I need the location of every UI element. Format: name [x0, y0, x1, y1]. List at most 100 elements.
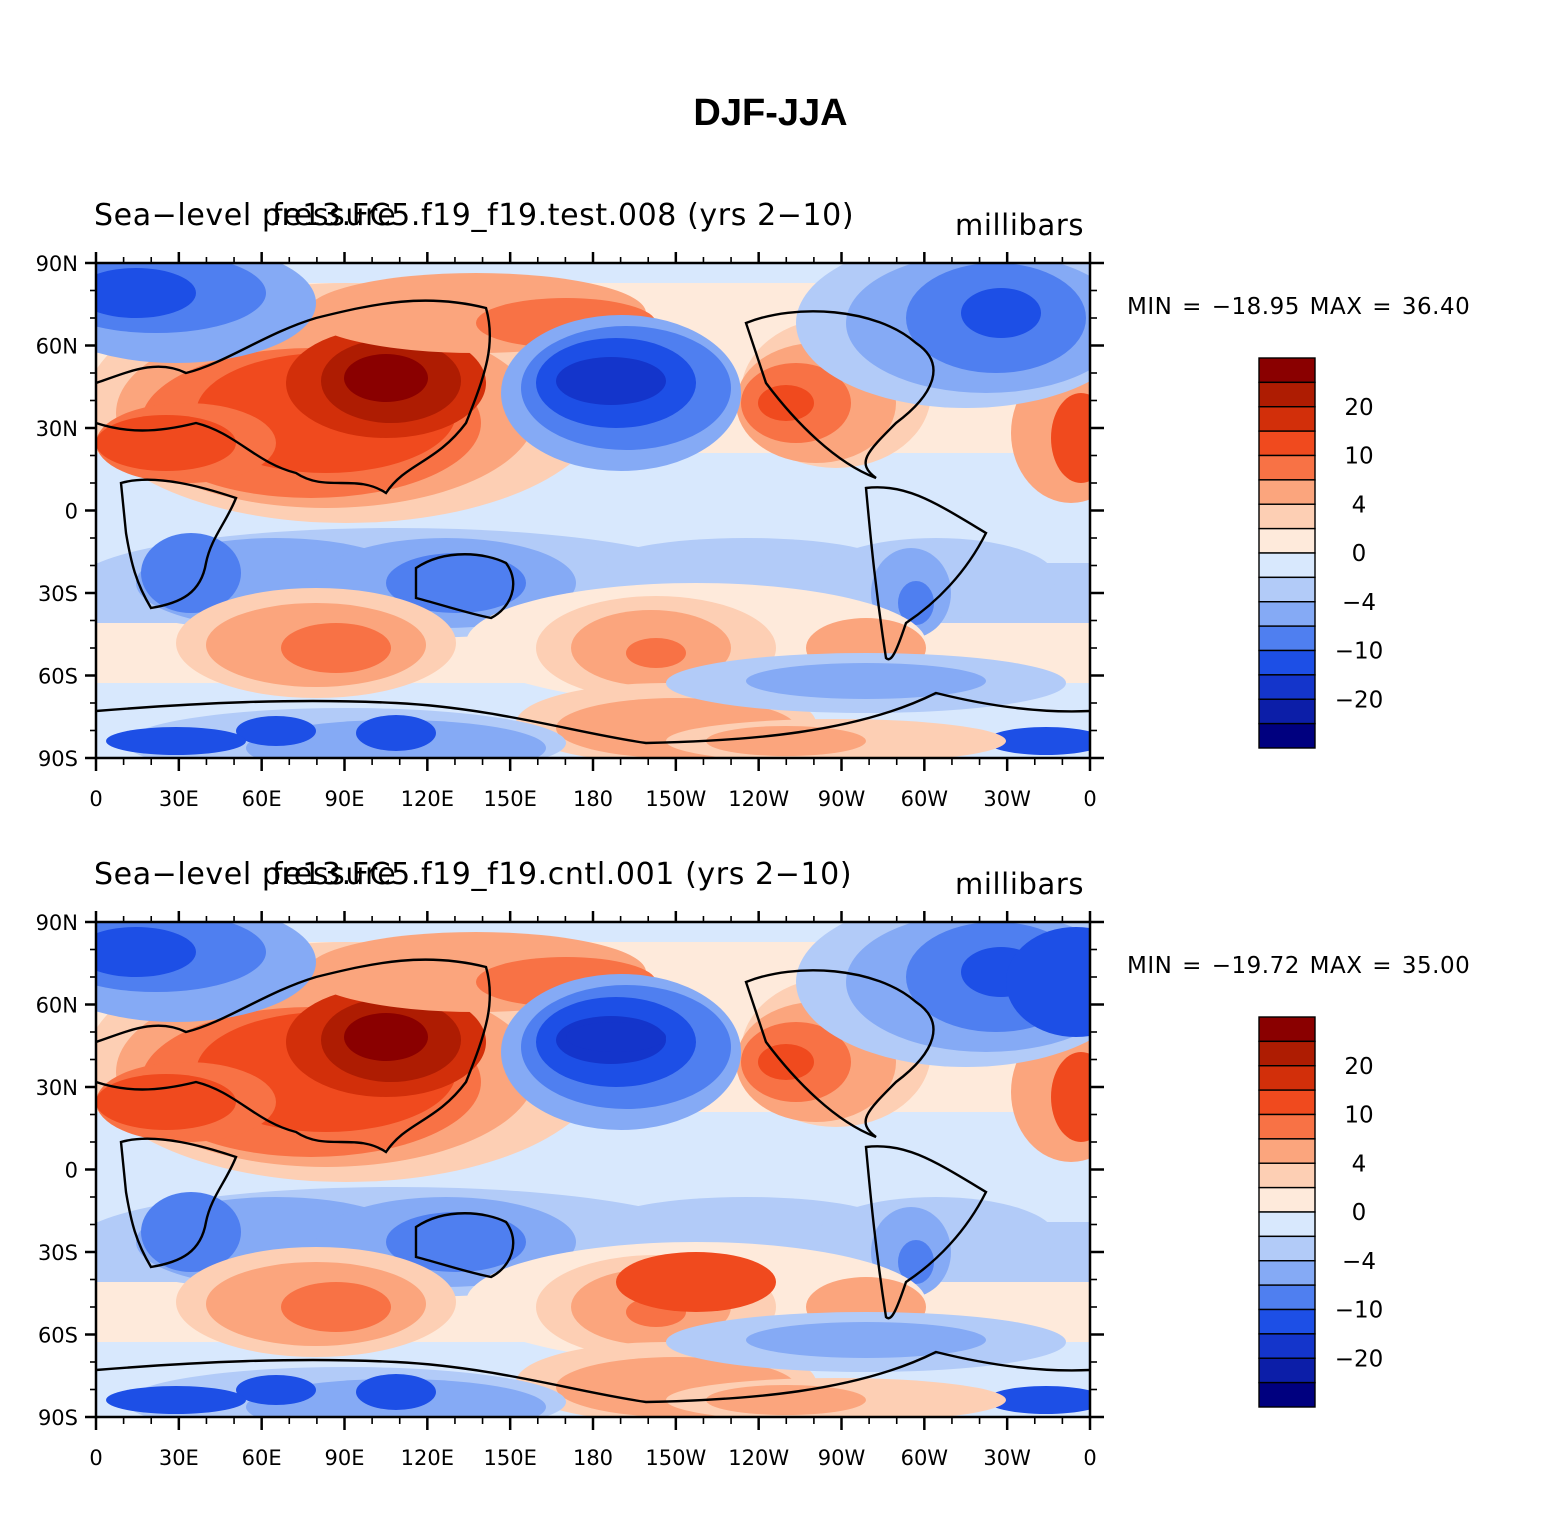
- colorbar-label: 10: [1344, 444, 1373, 470]
- contour-region: [96, 1074, 236, 1130]
- lat-tick-label: 30S: [38, 1241, 78, 1265]
- colorbar-box: [1258, 454, 1316, 481]
- lon-tick-label: 90W: [818, 787, 866, 811]
- colorbar-box: [1258, 552, 1316, 579]
- coastline: [96, 1350, 1090, 1404]
- contour-region: [986, 1386, 1090, 1414]
- contour-map: 90N 60N 30N 0 30S 60S 90S 0 30E 60E 90E 120E 150E 180…: [36, 252, 1384, 811]
- colorbar-box: [1258, 722, 1316, 749]
- colorbar-label: 4: [1352, 492, 1367, 518]
- coastline: [119, 478, 238, 610]
- contour-region: [556, 357, 666, 405]
- lon-tick-label: 60E: [242, 787, 282, 811]
- colorbar-box: [1258, 503, 1316, 530]
- colorbar-box: [1258, 1089, 1316, 1116]
- lat-tick-label: 0: [65, 500, 78, 524]
- lon-tick-label: 180: [573, 1446, 613, 1470]
- contour-region: [1051, 393, 1090, 483]
- lat-tick-label: 60N: [36, 335, 78, 359]
- lon-tick-label: 0: [1083, 1446, 1096, 1470]
- lon-tick-label: 30W: [983, 787, 1031, 811]
- lat-tick-label: 60S: [38, 665, 78, 689]
- contour-region: [356, 715, 436, 751]
- lat-tick-label: 60N: [36, 994, 78, 1018]
- contour-region: [706, 726, 866, 756]
- colorbar-box: [1258, 1162, 1316, 1189]
- panel-left-string: Sea−level pressure: [94, 198, 397, 233]
- contour-region: [236, 1375, 316, 1405]
- lon-tick-label: 30W: [983, 1446, 1031, 1470]
- colorbar-label: −4: [1342, 590, 1376, 616]
- colorbar-label: 20: [1344, 1054, 1373, 1080]
- colorbar-box: [1258, 1235, 1316, 1262]
- colorbar-label: −4: [1342, 1249, 1376, 1275]
- colorbar-box: [1258, 527, 1316, 554]
- coastline: [414, 1212, 515, 1279]
- contour-region: [386, 1212, 526, 1272]
- contour-region: [281, 1282, 391, 1332]
- contour-region: [141, 1192, 241, 1272]
- colorbar-label: 10: [1344, 1103, 1373, 1129]
- lat-tick-label: 30N: [36, 1076, 78, 1100]
- colorbar-label: −20: [1335, 687, 1384, 713]
- coastline: [414, 553, 515, 620]
- contour-region: [96, 927, 196, 977]
- map-panel-test: Sea−level pressure fe13.FC5.f19_f19.test…: [0, 196, 1541, 856]
- colorbar-box: [1258, 1040, 1316, 1067]
- colorbar-box: [1258, 649, 1316, 676]
- contour-region: [96, 268, 196, 318]
- lon-tick-label: 0: [89, 787, 102, 811]
- colorbar-box: [1258, 1381, 1316, 1408]
- contour-region: [141, 533, 241, 613]
- colorbar-box: [1258, 1016, 1316, 1043]
- panel-units: millibars: [955, 208, 1085, 242]
- contour-map: 90N 60N 30N 0 30S 60S 90S 0 30E 60E 90E 120E 150E 180…: [36, 911, 1384, 1470]
- colorbar-label: 20: [1344, 395, 1373, 421]
- colorbar-box: [1258, 1260, 1316, 1286]
- colorbar-box: [1258, 1308, 1316, 1335]
- contour-region: [758, 1044, 814, 1080]
- lon-tick-label: 150E: [483, 787, 536, 811]
- lat-tick-label: 0: [65, 1159, 78, 1183]
- colorbar-label: −10: [1335, 1298, 1384, 1324]
- contour-region: [1006, 927, 1090, 1037]
- lon-tick-label: 150E: [483, 1446, 536, 1470]
- colorbar-box: [1258, 430, 1316, 457]
- colorbar-label: 0: [1352, 1200, 1367, 1226]
- coastline: [96, 958, 492, 1154]
- contour-region: [606, 1197, 886, 1247]
- colorbar-box: [1258, 1284, 1316, 1311]
- lat-tick-label: 30N: [36, 417, 78, 441]
- lon-tick-label: 180: [573, 787, 613, 811]
- colorbar-box: [1258, 381, 1316, 408]
- colorbar-box: [1258, 357, 1316, 384]
- contour-region: [344, 354, 428, 402]
- panel-units: millibars: [955, 867, 1085, 901]
- colorbar-box: [1258, 1211, 1316, 1238]
- colorbar-label: 0: [1352, 541, 1367, 567]
- lon-tick-label: 120W: [728, 1446, 789, 1470]
- panel-left-string: Sea−level pressure: [94, 857, 397, 892]
- lon-tick-label: 30E: [159, 1446, 199, 1470]
- contour-region: [746, 663, 986, 699]
- colorbar-box: [1258, 479, 1316, 505]
- contour-region: [626, 638, 686, 668]
- lon-tick-label: 60W: [901, 1446, 949, 1470]
- lon-tick-label: 120W: [728, 787, 789, 811]
- lat-tick-label: 90N: [36, 911, 78, 935]
- lon-tick-label: 120E: [401, 787, 454, 811]
- colorbar-box: [1258, 1113, 1316, 1140]
- colorbar-label: −10: [1335, 639, 1384, 665]
- colorbar-box: [1258, 601, 1316, 627]
- lon-tick-label: 0: [89, 1446, 102, 1470]
- contour-region: [746, 1322, 986, 1358]
- contour-region: [616, 1252, 776, 1312]
- contour-region: [898, 1240, 934, 1284]
- lon-tick-label: 120E: [401, 1446, 454, 1470]
- contour-region: [386, 553, 526, 613]
- lon-tick-label: 60W: [901, 787, 949, 811]
- contour-region: [236, 716, 316, 746]
- contour-region: [898, 581, 934, 625]
- contour-region: [986, 727, 1090, 755]
- contour-region: [344, 1013, 428, 1061]
